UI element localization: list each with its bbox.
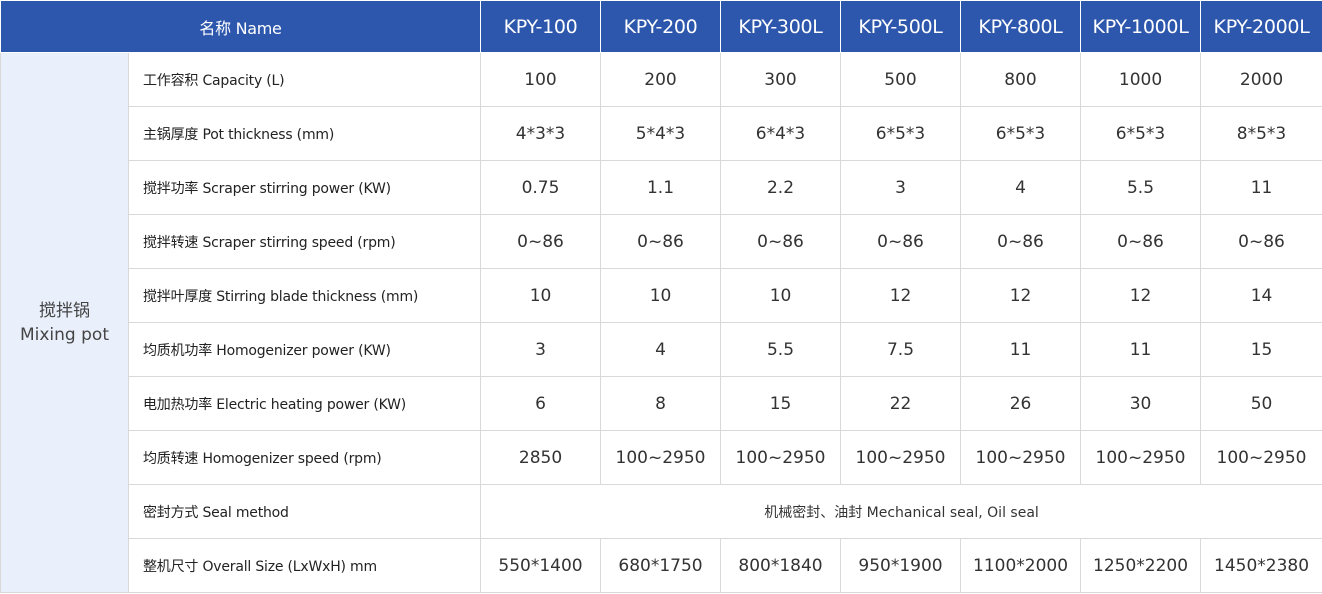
value-cell: 6*5*3: [960, 106, 1082, 161]
value-cell: 30: [1080, 376, 1202, 431]
value-cell: 10: [600, 268, 722, 323]
value-cell: 680*1750: [600, 538, 722, 593]
value-cell: 12: [1080, 268, 1202, 323]
value-cell: 1000: [1080, 52, 1202, 107]
value-cell: 5*4*3: [600, 106, 722, 161]
value-cell: 11: [1080, 322, 1202, 377]
value-cell: 0~86: [960, 214, 1082, 269]
param-label: 电加热功率 Electric heating power (KW): [127, 376, 482, 431]
value-cell: 0~86: [1200, 214, 1322, 269]
model-header: KPY-100: [480, 0, 602, 53]
value-cell: 3: [840, 160, 962, 215]
value-cell: 0~86: [600, 214, 722, 269]
value-cell: 8: [600, 376, 722, 431]
value-cell: 11: [1200, 160, 1322, 215]
table-row: 电加热功率 Electric heating power (KW) 6 8 15…: [1, 376, 1322, 431]
param-label: 密封方式 Seal method: [127, 484, 482, 539]
value-cell: 0.75: [480, 160, 602, 215]
value-cell: 500: [840, 52, 962, 107]
model-header: KPY-800L: [960, 0, 1082, 53]
value-cell: 0~86: [1080, 214, 1202, 269]
group-label-zh: 搅拌锅: [39, 300, 90, 321]
value-cell: 2000: [1200, 52, 1322, 107]
value-cell: 800: [960, 52, 1082, 107]
value-cell: 550*1400: [480, 538, 602, 593]
value-cell: 10: [480, 268, 602, 323]
name-header: 名称 Name: [0, 0, 482, 53]
param-label: 均质机功率 Homogenizer power (KW): [127, 322, 482, 377]
value-cell: 6*4*3: [720, 106, 842, 161]
value-cell: 2.2: [720, 160, 842, 215]
value-cell: 950*1900: [840, 538, 962, 593]
seal-method-value: 机械密封、油封 Mechanical seal, Oil seal: [480, 484, 1322, 539]
param-label: 均质转速 Homogenizer speed (rpm): [127, 430, 482, 485]
value-cell: 11: [960, 322, 1082, 377]
value-cell: 2850: [480, 430, 602, 485]
model-header: KPY-200: [600, 0, 722, 53]
value-cell: 100~2950: [840, 430, 962, 485]
table-row: 搅拌叶厚度 Stirring blade thickness (mm) 10 1…: [1, 268, 1322, 323]
table-row: 主锅厚度 Pot thickness (mm) 4*3*3 5*4*3 6*4*…: [1, 106, 1322, 161]
value-cell: 50: [1200, 376, 1322, 431]
value-cell: 14: [1200, 268, 1322, 323]
model-header: KPY-500L: [840, 0, 962, 53]
value-cell: 6*5*3: [840, 106, 962, 161]
group-label-en: Mixing pot: [19, 324, 109, 345]
value-cell: 1.1: [600, 160, 722, 215]
value-cell: 1100*2000: [960, 538, 1082, 593]
value-cell: 4: [960, 160, 1082, 215]
value-cell: 100~2950: [600, 430, 722, 485]
value-cell: 1450*2380: [1200, 538, 1322, 593]
value-cell: 4*3*3: [480, 106, 602, 161]
param-label: 主锅厚度 Pot thickness (mm): [127, 106, 482, 161]
value-cell: 7.5: [840, 322, 962, 377]
value-cell: 4: [600, 322, 722, 377]
value-cell: 12: [840, 268, 962, 323]
value-cell: 0~86: [720, 214, 842, 269]
model-header: KPY-300L: [720, 0, 842, 53]
param-label: 工作容积 Capacity (L): [127, 52, 482, 107]
param-label: 搅拌功率 Scraper stirring power (KW): [127, 160, 482, 215]
value-cell: 5.5: [1080, 160, 1202, 215]
value-cell: 100~2950: [1080, 430, 1202, 485]
table-row: 整机尺寸 Overall Size (LxWxH) mm 550*1400 68…: [1, 538, 1322, 593]
value-cell: 0~86: [480, 214, 602, 269]
value-cell: 26: [960, 376, 1082, 431]
table-row: 均质机功率 Homogenizer power (KW) 3 4 5.5 7.5…: [1, 322, 1322, 377]
table-row: 搅拌功率 Scraper stirring power (KW) 0.75 1.…: [1, 160, 1322, 215]
value-cell: 200: [600, 52, 722, 107]
value-cell: 100~2950: [720, 430, 842, 485]
table-header: 名称 Name KPY-100 KPY-200 KPY-300L KPY-500…: [0, 0, 1322, 53]
value-cell: 0~86: [840, 214, 962, 269]
param-label: 搅拌转速 Scraper stirring speed (rpm): [127, 214, 482, 269]
value-cell: 15: [720, 376, 842, 431]
value-cell: 5.5: [720, 322, 842, 377]
model-header: KPY-2000L: [1200, 0, 1322, 53]
table-row: 均质转速 Homogenizer speed (rpm) 2850 100~29…: [1, 430, 1322, 485]
value-cell: 100~2950: [1200, 430, 1322, 485]
param-label: 搅拌叶厚度 Stirring blade thickness (mm): [127, 268, 482, 323]
value-cell: 15: [1200, 322, 1322, 377]
value-cell: 8*5*3: [1200, 106, 1322, 161]
value-cell: 6: [480, 376, 602, 431]
table-row: 密封方式 Seal method 机械密封、油封 Mechanical seal…: [1, 484, 1322, 539]
param-label: 整机尺寸 Overall Size (LxWxH) mm: [127, 538, 482, 593]
table-row: 搅拌锅 Mixing pot 工作容积 Capacity (L) 100 200…: [0, 52, 1322, 593]
model-header: KPY-1000L: [1080, 0, 1202, 53]
value-cell: 100: [480, 52, 602, 107]
value-cell: 100~2950: [960, 430, 1082, 485]
value-cell: 6*5*3: [1080, 106, 1202, 161]
value-cell: 300: [720, 52, 842, 107]
value-cell: 22: [840, 376, 962, 431]
group-cell: 搅拌锅 Mixing pot: [0, 52, 129, 593]
value-cell: 3: [480, 322, 602, 377]
table-row: 搅拌转速 Scraper stirring speed (rpm) 0~86 0…: [1, 214, 1322, 269]
table-body: 搅拌锅 Mixing pot 工作容积 Capacity (L) 100 200…: [0, 52, 1322, 593]
value-cell: 1250*2200: [1080, 538, 1202, 593]
value-cell: 10: [720, 268, 842, 323]
value-cell: 800*1840: [720, 538, 842, 593]
value-cell: 12: [960, 268, 1082, 323]
